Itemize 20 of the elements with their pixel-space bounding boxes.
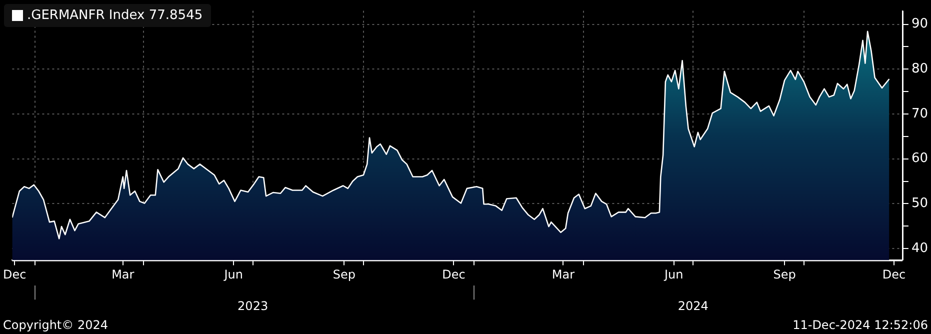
x-tick-label: Dec bbox=[442, 268, 466, 282]
y-tick-label: 90 bbox=[911, 16, 928, 32]
x-tick-label: Mar bbox=[112, 268, 134, 282]
x-tick-label: Sep bbox=[773, 268, 796, 282]
x-tick-label: Dec bbox=[2, 268, 26, 282]
x-tick-label: Dec bbox=[882, 268, 906, 282]
x2-tick-label: 2023 bbox=[238, 298, 268, 313]
x-tick-label: Mar bbox=[552, 268, 575, 282]
y-tick-label: 50 bbox=[911, 196, 928, 212]
y-tick-label: 70 bbox=[911, 106, 928, 122]
x-tick-label: Jun bbox=[223, 268, 243, 282]
text: 11-Dec-2024 12:52:06 bbox=[792, 318, 928, 332]
legend-label: .GERMANFR Index 77.8545 bbox=[27, 8, 203, 23]
y-tick-label: 80 bbox=[911, 61, 928, 76]
text: Copyright© 2024 bbox=[3, 318, 108, 332]
x-tick-label: Sep bbox=[332, 268, 356, 282]
x2-tick-label: 2024 bbox=[678, 298, 708, 313]
y-tick-label: 40 bbox=[911, 240, 928, 256]
y-tick-label: 60 bbox=[911, 151, 928, 166]
x-tick-label: Jun bbox=[664, 268, 684, 282]
